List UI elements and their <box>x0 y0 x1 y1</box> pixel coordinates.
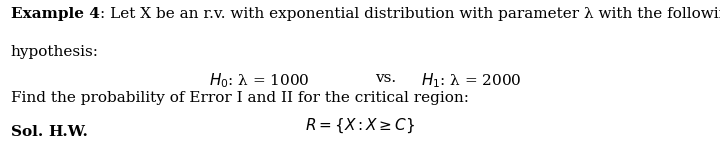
Text: Find the probability of Error I and II for the critical region:: Find the probability of Error I and II f… <box>11 91 469 105</box>
Text: hypothesis:: hypothesis: <box>11 45 99 59</box>
Text: Sol.: Sol. <box>11 125 48 139</box>
Text: Example 4: Example 4 <box>11 7 99 21</box>
Text: $H_0$: λ = 1000: $H_0$: λ = 1000 <box>209 71 310 90</box>
Text: $R = \{X : X \geq C\}$: $R = \{X : X \geq C\}$ <box>305 116 415 135</box>
Text: H.W.: H.W. <box>48 125 88 139</box>
Text: vs.: vs. <box>374 71 396 85</box>
Text: : Let X be an r.v. with exponential distribution with parameter λ with the follo: : Let X be an r.v. with exponential dist… <box>99 7 720 21</box>
Text: $H_1$: λ = 2000: $H_1$: λ = 2000 <box>421 71 522 90</box>
